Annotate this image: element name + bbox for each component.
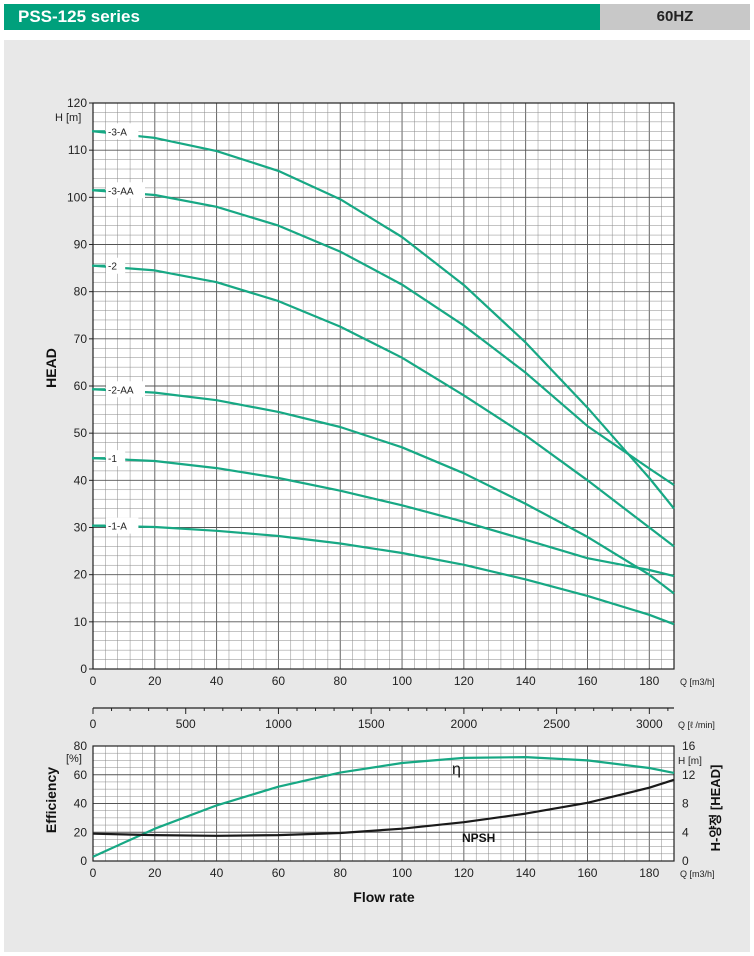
lmin-tick-label: 500 xyxy=(176,717,196,731)
head-y-tick-label: 0 xyxy=(80,662,87,676)
eff-x-tick-label: 40 xyxy=(210,866,224,880)
head-x-tick-label: 160 xyxy=(577,674,597,688)
eff-x-tick-label: 0 xyxy=(90,866,97,880)
head-curve xyxy=(92,524,675,626)
head-y-tick-label: 80 xyxy=(74,285,88,299)
curve-label-bg xyxy=(106,381,145,398)
eff-x-unit: Q [m3/h] xyxy=(680,869,715,879)
head-curve xyxy=(92,388,675,595)
head-y-tick-label: 90 xyxy=(74,238,88,252)
eff-y2-tick-label: 16 xyxy=(682,739,696,753)
curve-label: -1-A xyxy=(108,522,127,533)
curve-label: -2 xyxy=(108,262,117,273)
head-curve xyxy=(92,189,675,486)
head-x-tick-label: 0 xyxy=(90,674,97,688)
curve-label: -2-AA xyxy=(108,385,134,396)
head-axis-title: HEAD xyxy=(43,348,59,388)
head-y-tick-label: 20 xyxy=(74,568,88,582)
lmin-tick-label: 3000 xyxy=(636,717,663,731)
head-y-tick-label: 100 xyxy=(67,190,87,204)
head-y-tick-label: 120 xyxy=(67,96,87,110)
lmin-unit: Q [ℓ /min] xyxy=(678,720,715,730)
eff-plot-frame xyxy=(92,745,675,862)
eff-y-tick-label: 80 xyxy=(74,739,88,753)
eff-y-tick-label: 0 xyxy=(80,854,87,868)
eta-label: η xyxy=(452,761,461,778)
curve-label: -1 xyxy=(108,454,117,465)
head-x-unit: Q [m3/h] xyxy=(680,677,715,687)
eff-x-tick-label: 120 xyxy=(454,866,474,880)
head-y-tick-label: 10 xyxy=(74,615,88,629)
curve-label: -3-AA xyxy=(108,186,134,197)
head-x-tick-label: 20 xyxy=(148,674,162,688)
eff-y2-tick-label: 0 xyxy=(682,854,689,868)
head-y-tick-label: 70 xyxy=(74,332,88,346)
curve-label-bg xyxy=(106,123,139,140)
head-x-tick-label: 40 xyxy=(210,674,224,688)
eff-y2-tick-label: 8 xyxy=(682,797,689,811)
lmin-tick-label: 2000 xyxy=(451,717,478,731)
head-curve xyxy=(92,264,675,548)
flow-rate-title: Flow rate xyxy=(353,889,415,905)
head-x-tick-label: 140 xyxy=(516,674,536,688)
curve-label-bg xyxy=(106,517,139,534)
eff-y-tick-label: 60 xyxy=(74,768,88,782)
frequency-box: 60HZ xyxy=(600,4,750,30)
curve-label-bg xyxy=(106,182,145,199)
curve-label-bg xyxy=(106,450,126,467)
head-x-tick-label: 60 xyxy=(272,674,286,688)
eff-x-tick-label: 140 xyxy=(516,866,536,880)
eff-y-tick-label: 40 xyxy=(74,797,88,811)
series-title: PSS-125 series xyxy=(18,7,140,26)
lmin-tick-label: 2500 xyxy=(543,717,570,731)
efficiency-axis-title: Efficiency xyxy=(43,767,59,833)
eff-x-tick-label: 20 xyxy=(148,866,162,880)
head-y-tick-label: 110 xyxy=(68,143,87,157)
curve-label: -3-A xyxy=(108,127,127,138)
head-curve xyxy=(92,130,675,510)
head-y-tick-label: 30 xyxy=(74,521,88,535)
npsh-label: NPSH xyxy=(462,831,495,845)
eff-x-tick-label: 80 xyxy=(334,866,348,880)
head-x-tick-label: 80 xyxy=(334,674,348,688)
eff-x-tick-label: 100 xyxy=(392,866,412,880)
head-y-tick-label: 60 xyxy=(74,379,88,393)
eff-x-tick-label: 160 xyxy=(577,866,597,880)
eff-y-unit: [%] xyxy=(66,753,82,765)
curve-label-bg xyxy=(106,257,126,274)
eff-y2-tick-label: 12 xyxy=(682,768,696,782)
efficiency-curve xyxy=(92,755,675,858)
eff-x-tick-label: 60 xyxy=(272,866,286,880)
head-x-tick-label: 180 xyxy=(639,674,659,688)
head-y-tick-label: 50 xyxy=(74,426,88,440)
head-y-unit: H [m] xyxy=(55,112,81,124)
head-x-tick-label: 120 xyxy=(454,674,474,688)
eff-y2-tick-label: 4 xyxy=(682,825,689,839)
eff-x-tick-label: 180 xyxy=(639,866,659,880)
head-right-axis-title: H-양정 [HEAD] xyxy=(708,765,723,852)
head-y-tick-label: 40 xyxy=(74,473,88,487)
frequency-label: 60HZ xyxy=(656,8,694,25)
npsh-curve xyxy=(92,778,675,837)
eff-y2-unit: H [m] xyxy=(678,756,702,767)
lmin-tick-label: 1000 xyxy=(265,717,292,731)
head-curve xyxy=(92,457,675,578)
header-bar: PSS-125 series xyxy=(4,4,600,30)
lmin-tick-label: 0 xyxy=(90,717,97,731)
eff-y-tick-label: 20 xyxy=(74,825,88,839)
head-x-tick-label: 100 xyxy=(392,674,412,688)
lmin-tick-label: 1500 xyxy=(358,717,385,731)
